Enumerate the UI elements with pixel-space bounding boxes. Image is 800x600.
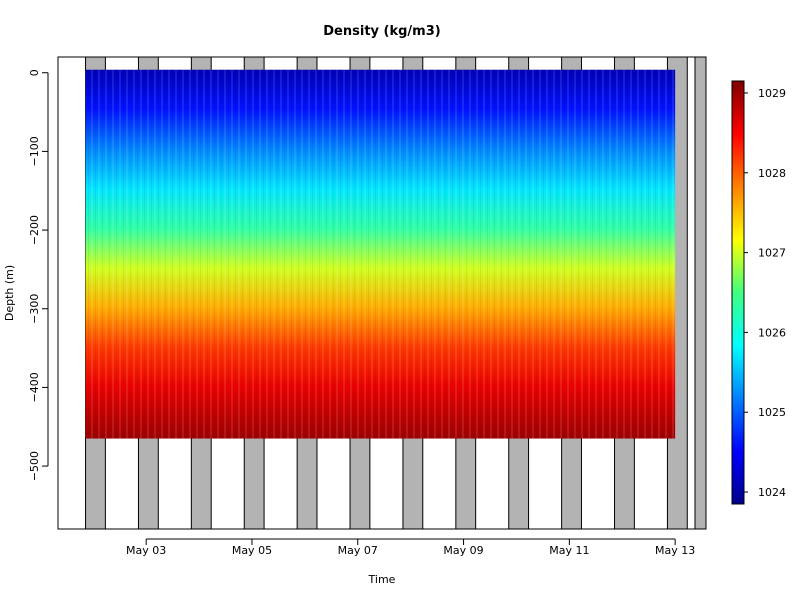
x-tick-label: May 03	[126, 544, 166, 557]
y-tick-label: −300	[28, 294, 41, 324]
density-data-layer	[85, 69, 676, 439]
colorbar-tick-label: 1028	[758, 167, 786, 180]
y-tick-label: 0	[28, 69, 41, 76]
plot-area	[85, 57, 706, 529]
x-tick-label: May 11	[549, 544, 589, 557]
colorbar-tick-label: 1024	[758, 486, 786, 499]
colorbar: 1024 1025 1026 1027 1028 1029	[731, 80, 786, 505]
x-tick-label: May 09	[443, 544, 483, 557]
y-tick-label: −500	[28, 451, 41, 481]
x-axis-label: Time	[368, 573, 396, 586]
density-field-texture	[85, 69, 676, 439]
x-axis: May 03 May 05 May 07 May 09 May 11 May 13	[126, 538, 695, 557]
y-axis: 0 −100 −200 −300 −400 −500	[28, 69, 49, 481]
chart-title: Density (kg/m3)	[323, 24, 440, 39]
colorbar-gradient-bar	[731, 80, 745, 505]
colorbar-tick-label: 1026	[758, 326, 786, 339]
y-tick-label: −200	[28, 215, 41, 245]
y-tick-label: −400	[28, 372, 41, 402]
plot-frame	[57, 56, 707, 530]
x-tick-label: May 05	[232, 544, 272, 557]
colorbar-tick-label: 1027	[758, 247, 786, 260]
colorbar-ticks: 1024 1025 1026 1027 1028 1029	[744, 87, 786, 499]
colorbar-tick-label: 1029	[758, 87, 786, 100]
y-axis-label: Depth (m)	[3, 265, 16, 321]
x-tick-label: May 07	[338, 544, 378, 557]
x-tick-label: May 13	[655, 544, 695, 557]
night-band	[694, 57, 706, 529]
colorbar-tick-label: 1025	[758, 406, 786, 419]
y-tick-label: −100	[28, 136, 41, 166]
